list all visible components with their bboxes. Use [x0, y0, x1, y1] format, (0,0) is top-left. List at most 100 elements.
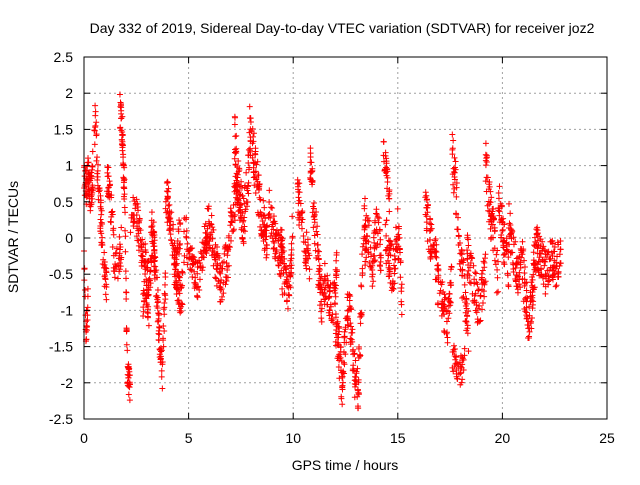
data-point [425, 246, 432, 253]
data-point [151, 247, 158, 254]
data-point [196, 276, 203, 283]
data-point [382, 152, 389, 159]
data-point [166, 210, 173, 217]
data-point [336, 375, 343, 382]
data-point [526, 303, 533, 310]
data-point [335, 323, 342, 330]
data-point [278, 243, 285, 250]
data-point [477, 292, 484, 299]
data-point [535, 258, 542, 265]
data-point [382, 247, 389, 254]
data-point [271, 239, 278, 246]
data-point [284, 305, 291, 312]
data-point [452, 354, 459, 361]
data-point [526, 335, 533, 342]
data-point [298, 225, 305, 232]
data-point [241, 184, 248, 191]
data-point [208, 252, 215, 259]
data-point [476, 302, 483, 309]
data-point [548, 249, 555, 256]
data-point [245, 166, 252, 173]
data-point [326, 307, 333, 314]
data-point [490, 247, 497, 254]
data-point [386, 260, 393, 267]
data-point [243, 198, 250, 205]
data-point [348, 306, 355, 313]
data-point [466, 279, 473, 286]
data-point [160, 343, 167, 350]
data-point [349, 348, 356, 355]
data-point [170, 226, 177, 233]
data-point [464, 330, 471, 337]
data-point [121, 185, 128, 192]
data-point [108, 219, 115, 226]
data-point [263, 251, 270, 258]
data-point [383, 217, 390, 224]
data-point [430, 242, 437, 249]
data-point [104, 169, 111, 176]
data-point [369, 271, 376, 278]
data-point [306, 252, 313, 259]
data-point [521, 257, 528, 264]
data-point [269, 205, 276, 212]
data-point [300, 232, 307, 239]
data-point [348, 323, 355, 330]
data-point [122, 227, 129, 234]
data-point [325, 294, 332, 301]
data-point [224, 267, 231, 274]
data-point [214, 244, 221, 251]
data-point [553, 282, 560, 289]
data-point [295, 200, 302, 207]
data-point [458, 251, 465, 258]
data-point [106, 191, 113, 198]
data-point [188, 256, 195, 263]
data-point [254, 209, 261, 216]
data-point [350, 362, 357, 369]
data-point [441, 329, 448, 336]
data-point [289, 233, 296, 240]
data-point [279, 285, 286, 292]
data-point [359, 243, 366, 250]
data-point [226, 244, 233, 251]
data-point [435, 262, 442, 269]
data-point [303, 265, 310, 272]
data-point [369, 258, 376, 265]
data-point [153, 267, 160, 274]
data-point [462, 299, 469, 306]
data-point [441, 291, 448, 298]
data-point [235, 157, 242, 164]
data-point [451, 173, 458, 180]
data-point [148, 223, 155, 230]
data-point [207, 231, 214, 238]
data-point [227, 208, 234, 215]
data-point [142, 270, 149, 277]
data-point [114, 275, 121, 282]
data-point [317, 275, 324, 282]
data-point [206, 236, 213, 243]
data-point [369, 283, 376, 290]
data-point [318, 315, 325, 322]
data-point [122, 233, 129, 240]
data-point [334, 318, 341, 325]
data-point [172, 246, 179, 253]
data-point [341, 370, 348, 377]
data-point [217, 298, 224, 305]
data-point [384, 257, 391, 264]
data-point [326, 288, 333, 295]
data-point [495, 288, 502, 295]
data-point [354, 365, 361, 372]
data-point [549, 237, 556, 244]
data-point [241, 214, 248, 221]
data-point [141, 290, 148, 297]
data-point [119, 147, 126, 154]
data-point [525, 325, 532, 332]
data-point [428, 253, 435, 260]
data-point [307, 150, 314, 157]
data-point [136, 225, 143, 232]
data-point [262, 236, 269, 243]
data-point [288, 246, 295, 253]
data-point [303, 256, 310, 263]
data-point [446, 290, 453, 297]
data-point [270, 218, 277, 225]
data-point [101, 264, 108, 271]
